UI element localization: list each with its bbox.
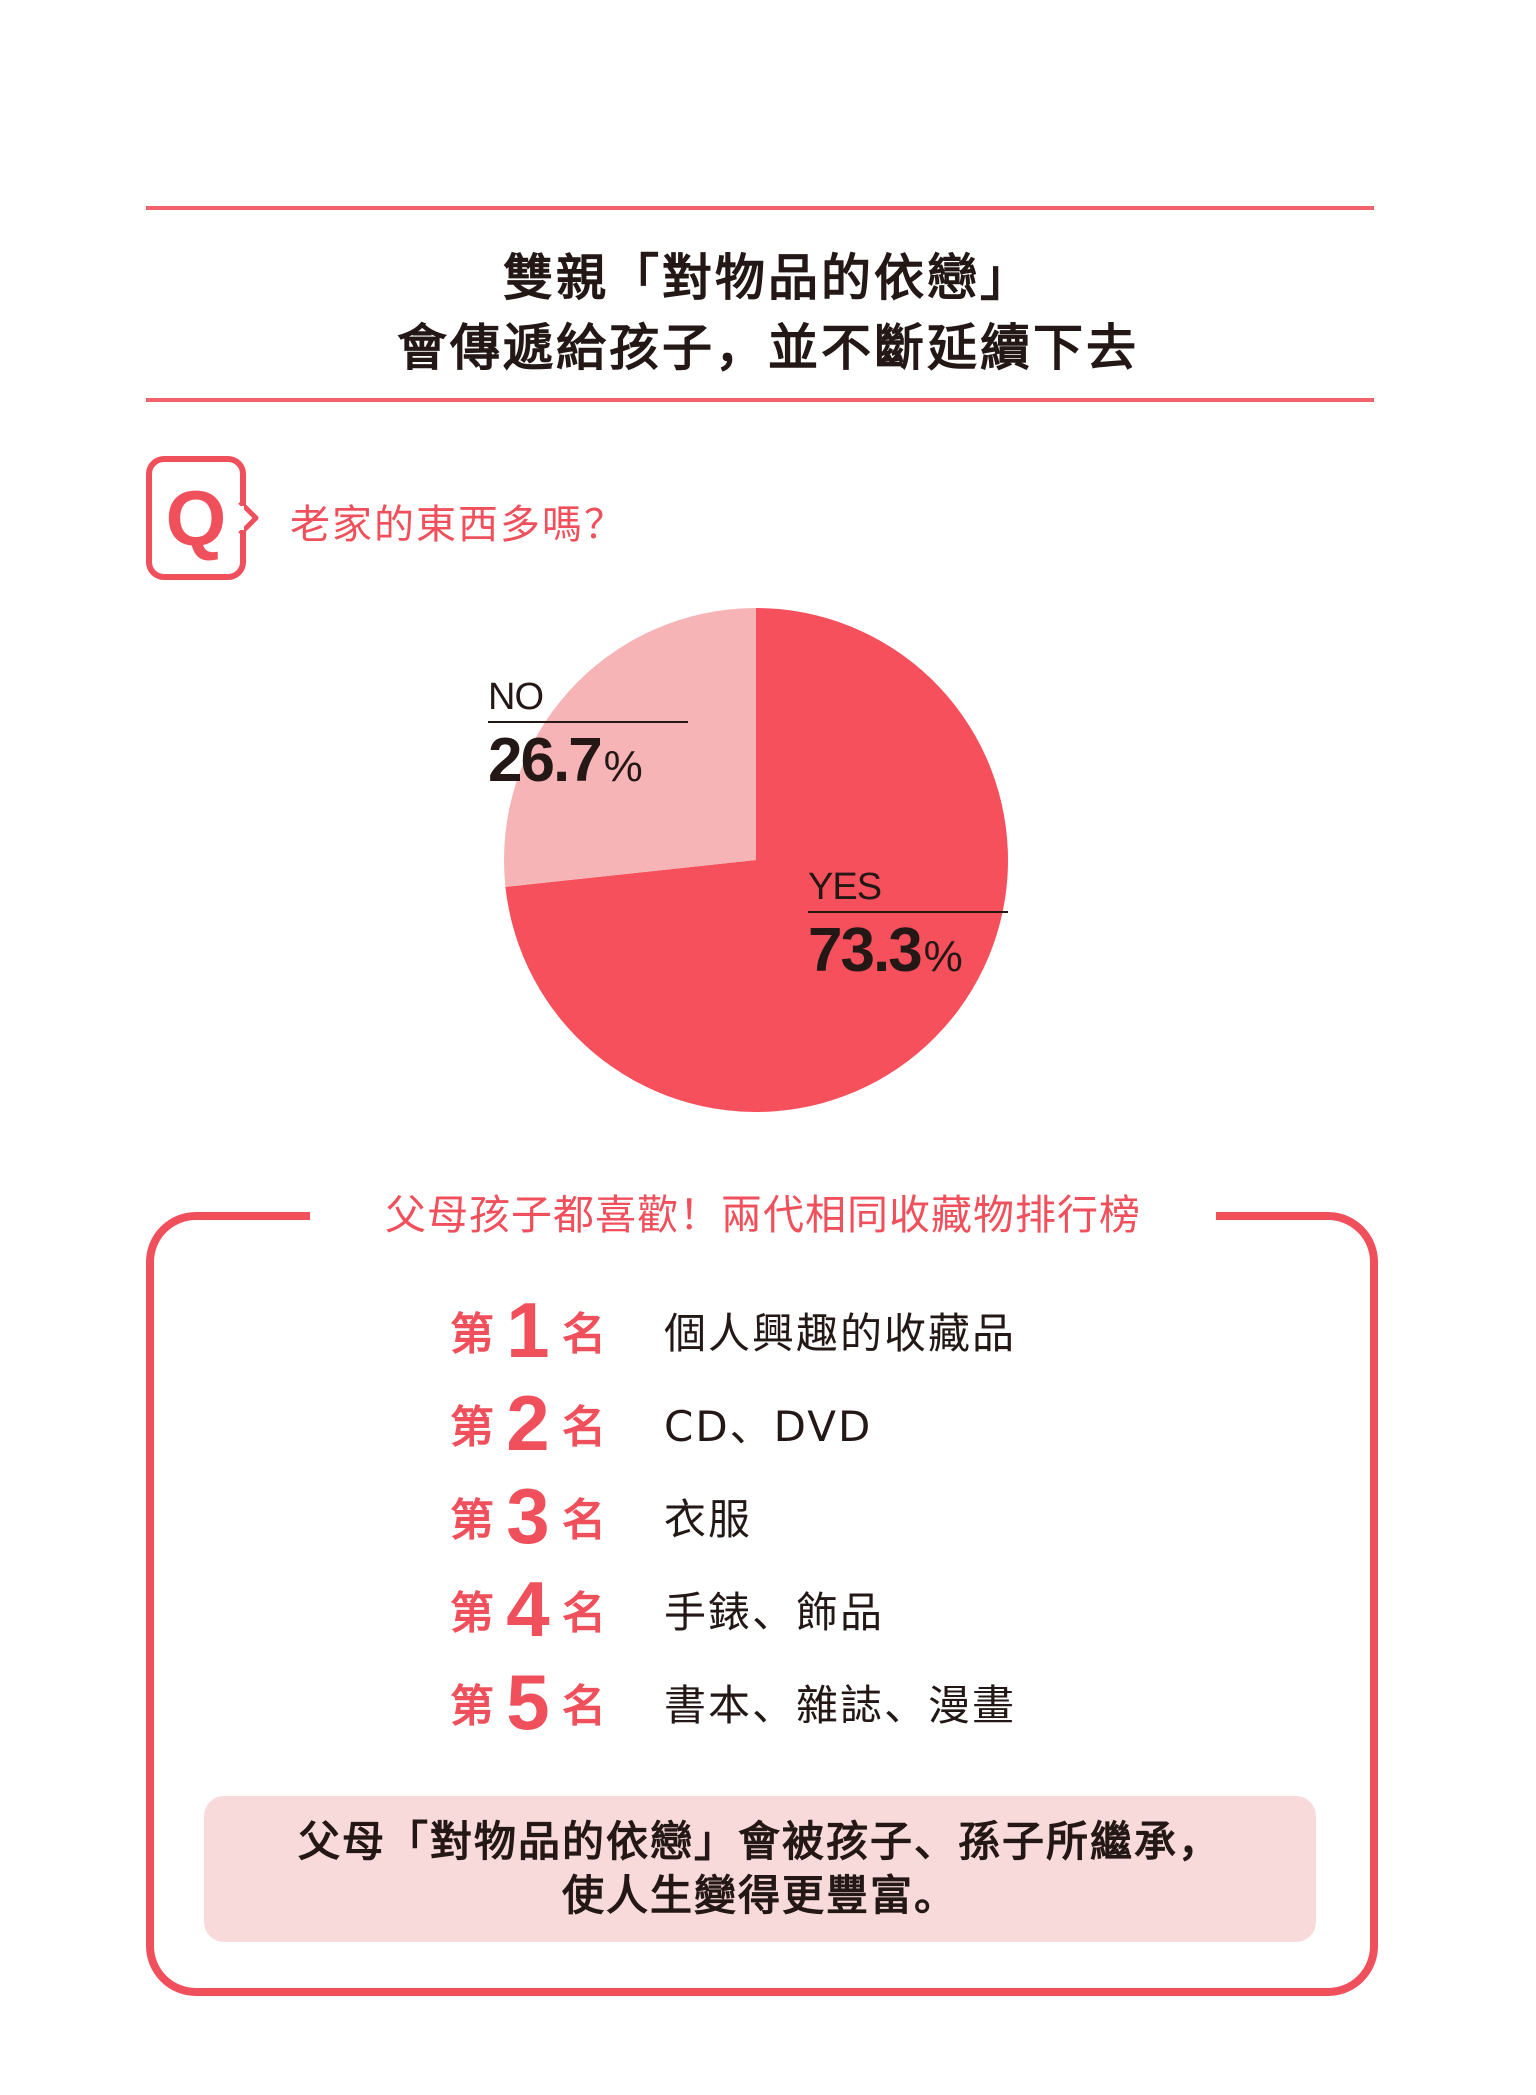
rank-number: 5 bbox=[506, 1658, 550, 1746]
rank-item: 手錶、飾品 bbox=[664, 1587, 885, 1637]
question-badge-letter: Q bbox=[165, 473, 227, 562]
speech-notch-icon bbox=[238, 500, 259, 536]
rank-prefix: 第 bbox=[450, 1588, 494, 1639]
rank-suffix: 名 bbox=[562, 1681, 606, 1732]
rank-prefix: 第 bbox=[450, 1495, 494, 1546]
rank-number: 4 bbox=[506, 1565, 550, 1653]
rank-suffix: 名 bbox=[562, 1309, 606, 1360]
rank-suffix: 名 bbox=[562, 1495, 606, 1546]
rank-item: 書本、雜誌、漫畫 bbox=[664, 1680, 1017, 1730]
ranking-heading: 父母孩子都喜歡！兩代相同收藏物排行榜 bbox=[310, 1190, 1216, 1240]
pie-slice-yes bbox=[505, 608, 1009, 1112]
rank-number: 1 bbox=[506, 1286, 550, 1374]
page-title-line-2: 會傳遞給孩子，並不斷延續下去 bbox=[397, 319, 1139, 377]
rank-number: 2 bbox=[506, 1379, 550, 1467]
rank-row: 第 3 名 衣服 bbox=[450, 1476, 752, 1556]
title-top-rule bbox=[146, 206, 1374, 210]
rank-row: 第 2 名 CD、DVD bbox=[450, 1383, 872, 1463]
rank-row: 第 1 名 個人興趣的收藏品 bbox=[450, 1290, 1016, 1370]
rank-suffix: 名 bbox=[562, 1588, 606, 1639]
question-badge: Q bbox=[146, 456, 246, 580]
pie-label-no-name: NO bbox=[488, 676, 688, 723]
rank-prefix: 第 bbox=[450, 1402, 494, 1453]
pie-chart bbox=[504, 608, 1009, 1112]
rank-item: 衣服 bbox=[664, 1494, 753, 1544]
conclusion-line-1: 父母「對物品的依戀」會被孩子、孫子所繼承， bbox=[297, 1817, 1222, 1866]
pie-slice-no bbox=[504, 608, 756, 887]
rank-item: 個人興趣的收藏品 bbox=[664, 1308, 1017, 1358]
rank-number: 3 bbox=[506, 1472, 550, 1560]
conclusion-line-2: 使人生變得更豐富。 bbox=[561, 1871, 958, 1920]
pie-label-yes-unit: % bbox=[923, 932, 963, 981]
rank-row: 第 5 名 書本、雜誌、漫畫 bbox=[450, 1662, 1016, 1742]
title-bottom-rule bbox=[146, 398, 1374, 402]
rank-item: CD、DVD bbox=[664, 1401, 873, 1451]
page-title-line-1: 雙親「對物品的依戀」 bbox=[503, 249, 1033, 307]
pie-label-no-value: 26.7 bbox=[488, 726, 603, 795]
pie-label-yes: YES 73.3% bbox=[808, 866, 1008, 986]
rank-prefix: 第 bbox=[450, 1309, 494, 1360]
rank-row: 第 4 名 手錶、飾品 bbox=[450, 1569, 884, 1649]
pie-label-yes-value: 73.3 bbox=[808, 916, 923, 985]
pie-label-no: NO 26.7% bbox=[488, 676, 688, 796]
question-text: 老家的東西多嗎？ bbox=[290, 502, 626, 548]
pie-label-yes-name: YES bbox=[808, 866, 1008, 913]
rank-prefix: 第 bbox=[450, 1681, 494, 1732]
conclusion-box: 父母「對物品的依戀」會被孩子、孫子所繼承， 使人生變得更豐富。 bbox=[204, 1796, 1316, 1942]
pie-label-no-unit: % bbox=[603, 742, 643, 791]
rank-suffix: 名 bbox=[562, 1402, 606, 1453]
